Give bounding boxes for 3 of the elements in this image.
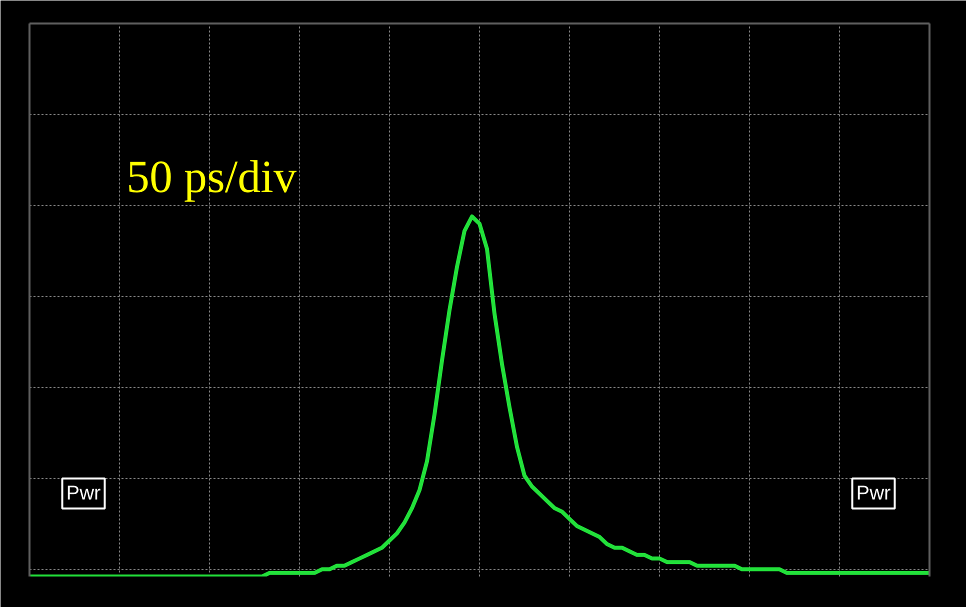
annotation: Pwr [856,482,892,504]
annotation: Pwr [66,482,102,504]
text: 50 ps/div [126,151,296,202]
